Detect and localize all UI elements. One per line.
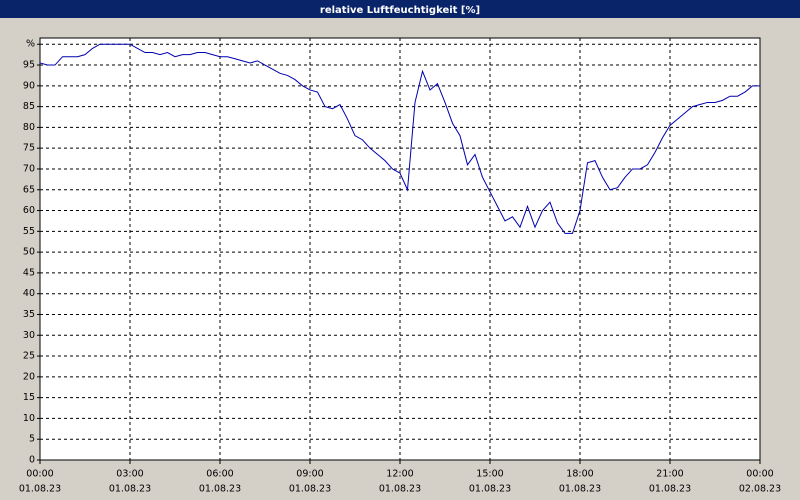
x-tick-date: 01.08.23 (559, 484, 601, 495)
y-tick-label: 50 (23, 247, 35, 258)
y-tick-label: 20 (23, 371, 35, 382)
x-tick-date: 01.08.23 (289, 484, 331, 495)
x-tick-date: 01.08.23 (649, 484, 691, 495)
y-tick-label: 85 (23, 101, 35, 112)
y-tick-label: 95 (23, 60, 35, 71)
y-tick-label: 5 (29, 434, 35, 445)
x-tick-label: 15:00 (476, 469, 503, 480)
x-tick-label: 09:00 (296, 469, 323, 480)
y-tick-label: 0 (29, 455, 35, 466)
y-tick-label: 80 (23, 122, 35, 133)
y-tick-label: 65 (23, 184, 35, 195)
title-bar (0, 0, 800, 18)
y-tick-label: 40 (23, 288, 35, 299)
y-tick-label: 15 (23, 392, 35, 403)
y-tick-label: 70 (23, 163, 35, 174)
x-tick-label: 21:00 (656, 469, 683, 480)
x-tick-date: 02.08.23 (739, 484, 781, 495)
chart-title: relative Luftfeuchtigkeit [%] (320, 5, 480, 16)
y-tick-label: 55 (23, 226, 35, 237)
y-tick-label: % (26, 39, 35, 50)
x-tick-label: 12:00 (386, 469, 413, 480)
x-tick-label: 00:00 (746, 469, 773, 480)
y-tick-label: 45 (23, 267, 35, 278)
y-tick-label: 35 (23, 309, 35, 320)
x-tick-label: 06:00 (206, 469, 233, 480)
x-tick-date: 01.08.23 (19, 484, 61, 495)
x-tick-label: 00:00 (26, 469, 53, 480)
x-tick-label: 18:00 (566, 469, 593, 480)
y-tick-label: 75 (23, 143, 35, 154)
y-tick-label: 25 (23, 351, 35, 362)
x-tick-date: 01.08.23 (379, 484, 421, 495)
x-tick-date: 01.08.23 (469, 484, 511, 495)
x-tick-date: 01.08.23 (109, 484, 151, 495)
data-line (39, 43, 760, 234)
y-tick-label: 10 (23, 413, 35, 424)
x-tick-date: 01.08.23 (199, 484, 241, 495)
y-tick-label: 30 (23, 330, 35, 341)
y-tick-label: 90 (23, 80, 35, 91)
y-tick-label: 60 (23, 205, 35, 216)
x-tick-label: 03:00 (116, 469, 143, 480)
